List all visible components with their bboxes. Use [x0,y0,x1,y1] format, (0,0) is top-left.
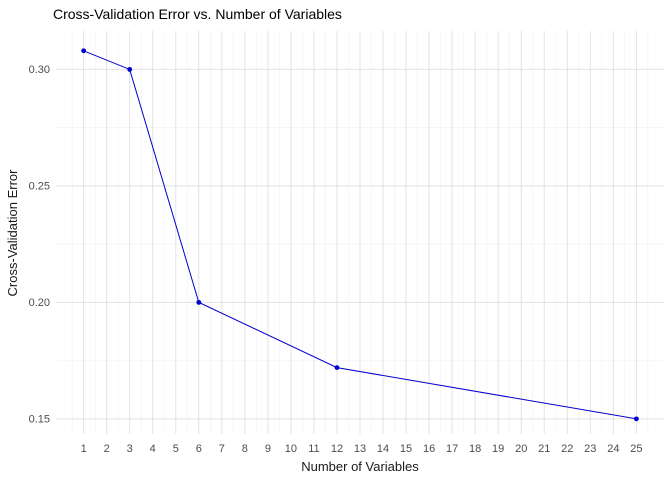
chart-title: Cross-Validation Error vs. Number of Var… [53,6,342,22]
x-tick-label: 25 [630,443,642,455]
x-tick-label: 6 [196,443,202,455]
x-tick-label: 21 [538,443,550,455]
x-tick-label: 1 [81,443,87,455]
x-tick-label: 22 [561,443,573,455]
data-point [196,299,202,305]
x-tick-label: 4 [150,443,156,455]
x-tick-label: 17 [446,443,458,455]
x-axis-tick-labels: 1 2 3 4 5 6 7 8 9 10 11 12 13 14 15 16 17 18 19 20 21 22 23 24 2… [81,443,643,455]
x-tick-label: 23 [584,443,596,455]
x-tick-label: 24 [607,443,619,455]
x-tick-label: 8 [242,443,248,455]
x-tick-label: 19 [492,443,504,455]
minor-gridlines [56,31,664,434]
x-tick-label: 9 [265,443,271,455]
data-point [81,48,87,54]
data-series [81,48,639,422]
y-tick-label: 0.25 [29,180,50,192]
x-tick-label: 2 [104,443,110,455]
data-point [127,67,133,72]
x-tick-label: 15 [400,443,412,455]
y-axis-tick-labels: 0.15 0.20 0.25 0.30 [29,64,50,425]
x-tick-label: 7 [219,443,225,455]
y-tick-label: 0.30 [29,64,50,76]
y-tick-label: 0.20 [29,297,50,309]
y-axis-title: Cross-Validation Error [5,169,20,297]
data-point [633,416,639,422]
x-tick-label: 16 [423,443,435,455]
y-tick-label: 0.15 [29,413,50,425]
x-tick-label: 20 [515,443,527,455]
x-tick-label: 5 [173,443,179,455]
data-point [334,365,340,371]
x-tick-label: 13 [354,443,366,455]
x-tick-label: 11 [308,443,319,455]
x-tick-label: 3 [127,443,133,455]
x-tick-label: 14 [377,443,389,455]
x-axis-title: Number of Variables [301,459,419,474]
major-gridlines [56,31,664,434]
x-tick-label: 12 [331,443,343,455]
x-tick-label: 10 [285,443,297,455]
x-tick-label: 18 [469,443,481,455]
